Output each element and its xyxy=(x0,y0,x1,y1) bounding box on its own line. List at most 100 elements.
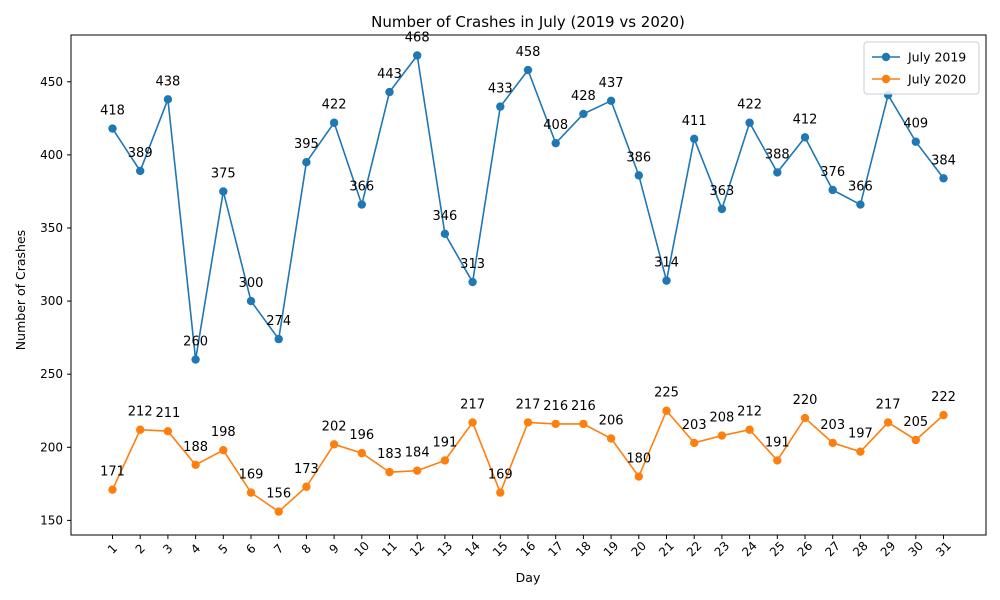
data-point xyxy=(496,488,505,497)
data-label: 395 xyxy=(294,137,319,152)
data-point xyxy=(939,174,948,183)
data-label: 388 xyxy=(765,147,790,162)
y-tick-label: 200 xyxy=(40,440,63,454)
data-point xyxy=(579,109,588,119)
x-tick-label: 8 xyxy=(299,541,314,556)
x-tick-label: 4 xyxy=(188,541,203,556)
data-point xyxy=(191,460,200,470)
x-tick-label: 21 xyxy=(656,539,677,560)
data-label: 188 xyxy=(183,440,208,455)
data-label: 366 xyxy=(349,180,374,195)
data-label: 363 xyxy=(709,184,734,199)
data-point xyxy=(773,456,782,465)
x-tick-label: 15 xyxy=(490,539,511,560)
data-point xyxy=(468,418,477,427)
data-point xyxy=(523,65,533,75)
data-point xyxy=(634,171,643,180)
data-label: 180 xyxy=(626,452,651,467)
data-point xyxy=(302,482,311,491)
data-label: 260 xyxy=(183,335,208,350)
data-label: 409 xyxy=(903,117,928,132)
x-tick-label: 6 xyxy=(243,541,258,556)
data-label: 300 xyxy=(239,276,264,291)
data-point xyxy=(496,102,505,111)
x-tick-label: 5 xyxy=(216,541,231,556)
x-tick-label: 24 xyxy=(739,539,760,560)
data-label: 197 xyxy=(848,427,873,442)
plot-frame xyxy=(70,34,987,536)
data-label: 169 xyxy=(239,468,264,483)
data-point xyxy=(357,200,366,209)
legend-swatch-marker xyxy=(881,52,891,62)
data-label: 203 xyxy=(820,418,845,433)
x-tick-label: 26 xyxy=(795,539,816,560)
data-label: 171 xyxy=(100,465,125,480)
data-point xyxy=(745,118,754,127)
data-label: 191 xyxy=(432,435,457,450)
data-point xyxy=(357,448,366,458)
data-point xyxy=(606,96,616,105)
data-label: 216 xyxy=(571,399,596,414)
y-tick-label: 350 xyxy=(40,221,63,235)
y-tick-label: 250 xyxy=(40,367,63,381)
data-label: 438 xyxy=(155,74,180,89)
data-point xyxy=(551,138,560,148)
x-tick-label: 20 xyxy=(628,539,649,560)
data-label: 211 xyxy=(155,406,180,421)
data-label: 412 xyxy=(793,112,818,127)
data-point xyxy=(939,410,948,420)
data-point xyxy=(413,466,422,475)
data-point xyxy=(108,124,117,133)
data-label: 428 xyxy=(571,89,596,104)
data-label: 217 xyxy=(876,397,901,412)
data-point xyxy=(302,157,311,167)
data-point xyxy=(911,435,920,445)
data-point xyxy=(163,426,173,436)
x-tick-label: 1 xyxy=(105,541,120,556)
data-point xyxy=(163,95,173,104)
data-label: 173 xyxy=(294,462,319,477)
data-label: 222 xyxy=(931,390,956,405)
data-label: 411 xyxy=(682,114,707,129)
x-tick-label: 31 xyxy=(933,539,954,560)
data-label: 217 xyxy=(460,397,485,412)
data-label: 366 xyxy=(848,180,873,195)
data-label: 206 xyxy=(599,414,624,429)
data-point xyxy=(246,488,256,497)
data-label: 212 xyxy=(737,405,762,420)
data-point xyxy=(219,446,228,455)
x-tick-label: 25 xyxy=(767,539,788,560)
data-point xyxy=(662,406,671,415)
x-tick-label: 2 xyxy=(133,541,148,556)
x-tick-label: 29 xyxy=(878,539,899,560)
data-point xyxy=(440,229,450,239)
data-label: 169 xyxy=(488,468,513,483)
x-tick-label: 9 xyxy=(326,541,341,556)
data-point xyxy=(911,137,920,146)
data-point xyxy=(856,447,865,456)
series-line xyxy=(111,53,945,360)
data-point xyxy=(800,133,810,142)
data-point xyxy=(413,51,422,60)
data-label: 437 xyxy=(599,76,624,91)
x-tick-label: 23 xyxy=(712,539,733,560)
x-tick-label: 11 xyxy=(379,539,400,560)
x-tick-label: 22 xyxy=(684,539,705,560)
data-label: 184 xyxy=(405,446,430,461)
x-tick-label: 10 xyxy=(351,539,372,560)
x-tick-label: 28 xyxy=(850,539,871,560)
data-label: 274 xyxy=(266,314,291,329)
x-tick-label: 17 xyxy=(545,539,566,560)
data-point xyxy=(800,413,810,423)
data-point xyxy=(690,438,699,448)
data-point xyxy=(329,440,339,449)
data-label: 225 xyxy=(654,386,679,401)
data-label: 216 xyxy=(543,399,568,414)
data-label: 220 xyxy=(793,393,818,408)
data-label: 202 xyxy=(322,419,347,434)
data-point xyxy=(219,187,228,196)
data-point xyxy=(274,334,283,344)
x-tick-label: 30 xyxy=(905,539,926,560)
data-point xyxy=(856,200,865,209)
